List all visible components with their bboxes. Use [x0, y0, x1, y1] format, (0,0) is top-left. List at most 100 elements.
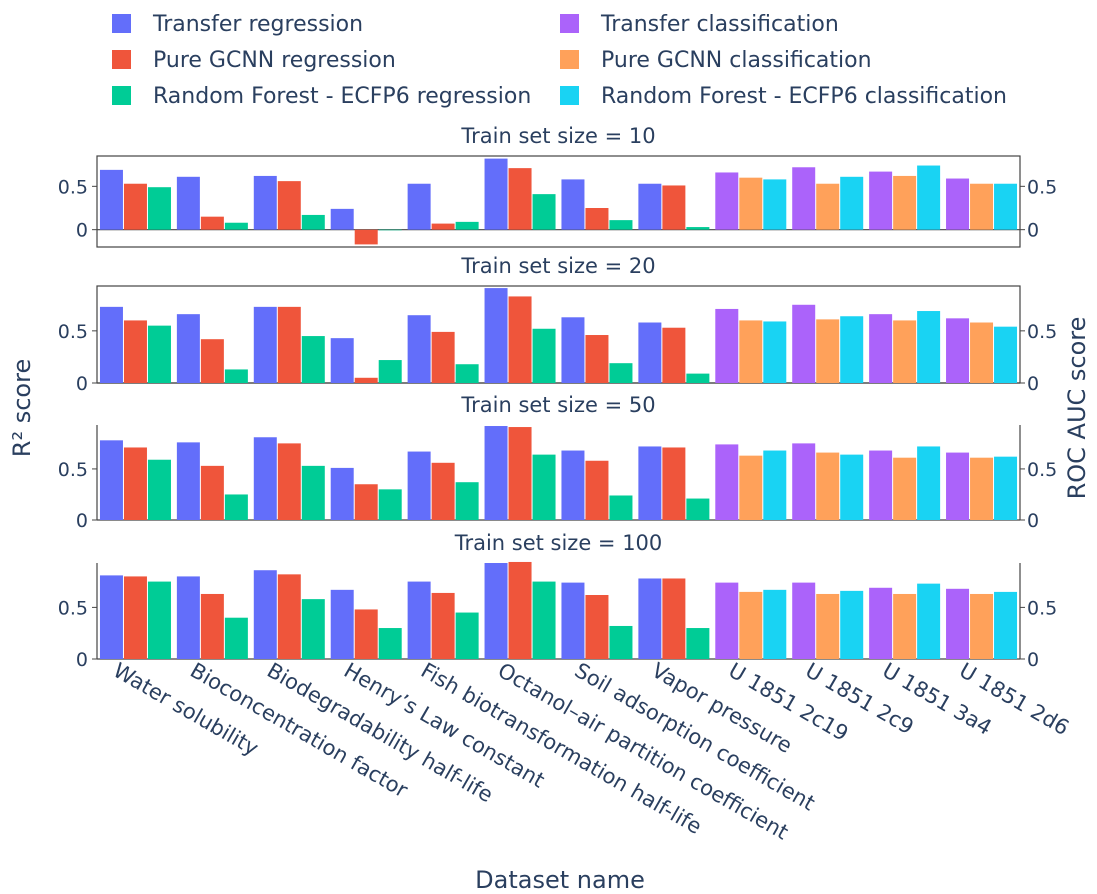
bar-classification [840, 316, 864, 383]
bar-classification [739, 455, 763, 520]
bar-regression [609, 220, 633, 230]
bar-regression [508, 427, 532, 520]
bar-regression [561, 317, 585, 383]
bar-regression [123, 576, 147, 659]
bar-regression [176, 442, 200, 520]
bar-classification [970, 457, 994, 520]
right-tick-label: 0.5 [1027, 597, 1057, 619]
right-tick-label: 0 [1027, 220, 1039, 242]
bar-classification [840, 454, 864, 520]
bar-regression [484, 288, 508, 383]
bar-regression [277, 574, 301, 659]
bar-regression [561, 179, 585, 230]
legend-label: Random Forest - ECFP6 regression [153, 84, 531, 109]
legend-swatch [560, 50, 579, 69]
left-tick-label: 0 [76, 373, 88, 395]
bar-regression [330, 338, 354, 383]
bar-regression [508, 296, 532, 383]
bar-regression [484, 426, 508, 520]
bar-classification [893, 593, 917, 659]
left-tick-label: 0 [76, 220, 88, 242]
bar-regression [532, 454, 556, 520]
bar-regression [330, 208, 354, 230]
left-tick-label: 0.5 [58, 459, 88, 481]
bar-regression [508, 168, 532, 230]
left-tick-label: 0.5 [58, 597, 88, 619]
bar-regression [200, 593, 224, 659]
bar-regression [147, 325, 171, 383]
bar-regression [200, 465, 224, 520]
bar-regression [277, 306, 301, 383]
bar-classification [763, 179, 787, 230]
y-axis-title-right: ROC AUC score [1063, 317, 1091, 500]
bar-classification [869, 587, 893, 659]
right-tick-label: 0 [1027, 373, 1039, 395]
bar-regression [431, 462, 455, 520]
bar-classification [816, 593, 840, 659]
bar-classification [994, 326, 1018, 383]
bar-regression [455, 482, 479, 520]
bar-classification [792, 443, 816, 520]
left-tick-label: 0 [76, 649, 88, 671]
bar-regression [431, 331, 455, 383]
panel-train-3: Train set size = 100 0 0 0.5 0.5 [58, 531, 1057, 671]
bar-regression [431, 592, 455, 659]
bar-regression [99, 306, 123, 383]
legend: Transfer regression Transfer classificati… [112, 12, 1007, 109]
bar-regression [455, 221, 479, 230]
bar-classification [994, 456, 1018, 520]
right-tick-label: 0.5 [1027, 176, 1057, 198]
bar-classification [893, 457, 917, 520]
bar-regression [378, 229, 402, 231]
panel-title: Train set size = 10 [460, 124, 655, 148]
panel-train-1: Train set size = 20 0 0 0.5 0.5 [58, 254, 1057, 395]
bar-regression [253, 570, 277, 659]
bar-classification [715, 582, 739, 659]
right-tick-label: 0.5 [1027, 321, 1057, 343]
bar-classification [715, 308, 739, 383]
bar-regression [455, 612, 479, 659]
chart-panels: Train set size = 10 0 0 0.5 0.5 Train set siz… [58, 124, 1057, 671]
panel-title: Train set size = 50 [460, 393, 655, 417]
left-tick-label: 0 [76, 510, 88, 532]
legend-swatch [560, 86, 579, 105]
bar-classification [893, 175, 917, 230]
bar-regression [99, 575, 123, 659]
left-tick-label: 0.5 [58, 176, 88, 198]
bar-classification [840, 590, 864, 659]
bar-classification [917, 583, 941, 659]
bar-regression [561, 582, 585, 659]
bar-regression [585, 595, 609, 659]
bar-classification [946, 588, 970, 659]
bar-classification [946, 318, 970, 383]
bar-classification [792, 582, 816, 659]
right-tick-label: 0 [1027, 510, 1039, 532]
bar-classification [869, 450, 893, 520]
legend-label: Pure GCNN classification [601, 48, 872, 73]
bar-regression [532, 581, 556, 659]
bar-regression [407, 581, 431, 659]
bar-regression [354, 229, 378, 245]
bar-regression [508, 561, 532, 659]
bar-classification [715, 444, 739, 520]
bar-classification [970, 593, 994, 659]
bar-regression [123, 320, 147, 383]
bar-regression [378, 360, 402, 383]
bar-regression [224, 222, 248, 230]
bar-classification [917, 311, 941, 383]
left-tick-label: 0.5 [58, 321, 88, 343]
bar-regression [176, 576, 200, 659]
bar-classification [840, 176, 864, 230]
bar-regression [585, 208, 609, 230]
bar-classification [869, 314, 893, 383]
bar-regression [147, 581, 171, 659]
bar-regression [686, 498, 710, 520]
bar-regression [301, 599, 325, 659]
bar-regression [686, 373, 710, 383]
bar-regression [253, 306, 277, 383]
bar-regression [253, 175, 277, 230]
bar-regression [277, 181, 301, 230]
legend-label: Transfer classification [600, 12, 839, 37]
